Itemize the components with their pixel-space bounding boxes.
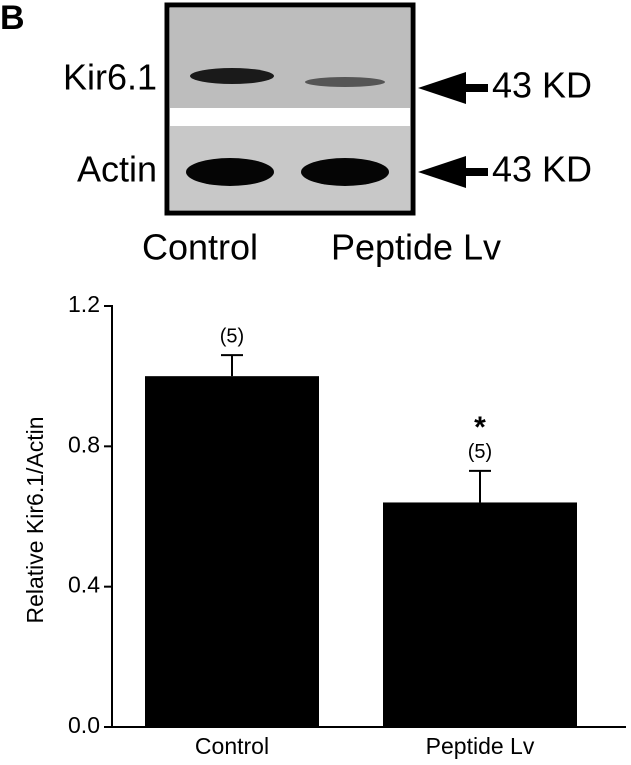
row-label: Kir6.1 — [63, 57, 157, 98]
size-label: 43 KD — [492, 65, 592, 106]
size-label: 43 KD — [492, 149, 592, 190]
arrow — [418, 72, 488, 104]
bar — [145, 376, 319, 727]
lane-label: Peptide Lv — [331, 227, 501, 268]
y-tick-label: 0.8 — [68, 431, 100, 457]
y-axis-label: Relative Kir6.1/Actin — [22, 416, 48, 623]
annotation: * — [474, 411, 486, 444]
blot-strip — [170, 8, 410, 108]
band — [301, 158, 389, 186]
panel-label: B — [0, 0, 25, 37]
row-label: Actin — [77, 149, 157, 190]
band — [190, 68, 274, 84]
x-tick-label: Control — [195, 733, 269, 759]
bar — [383, 502, 577, 727]
band — [186, 158, 274, 186]
annotation: (5) — [468, 441, 492, 463]
y-tick-label: 1.2 — [68, 291, 100, 317]
annotation: (5) — [220, 325, 244, 347]
arrow — [418, 156, 488, 188]
lane-label: Control — [142, 227, 258, 268]
y-tick-label: 0.4 — [68, 572, 100, 598]
y-tick-label: 0.0 — [68, 712, 100, 738]
x-tick-label: Peptide Lv — [426, 733, 535, 759]
band — [305, 77, 385, 87]
